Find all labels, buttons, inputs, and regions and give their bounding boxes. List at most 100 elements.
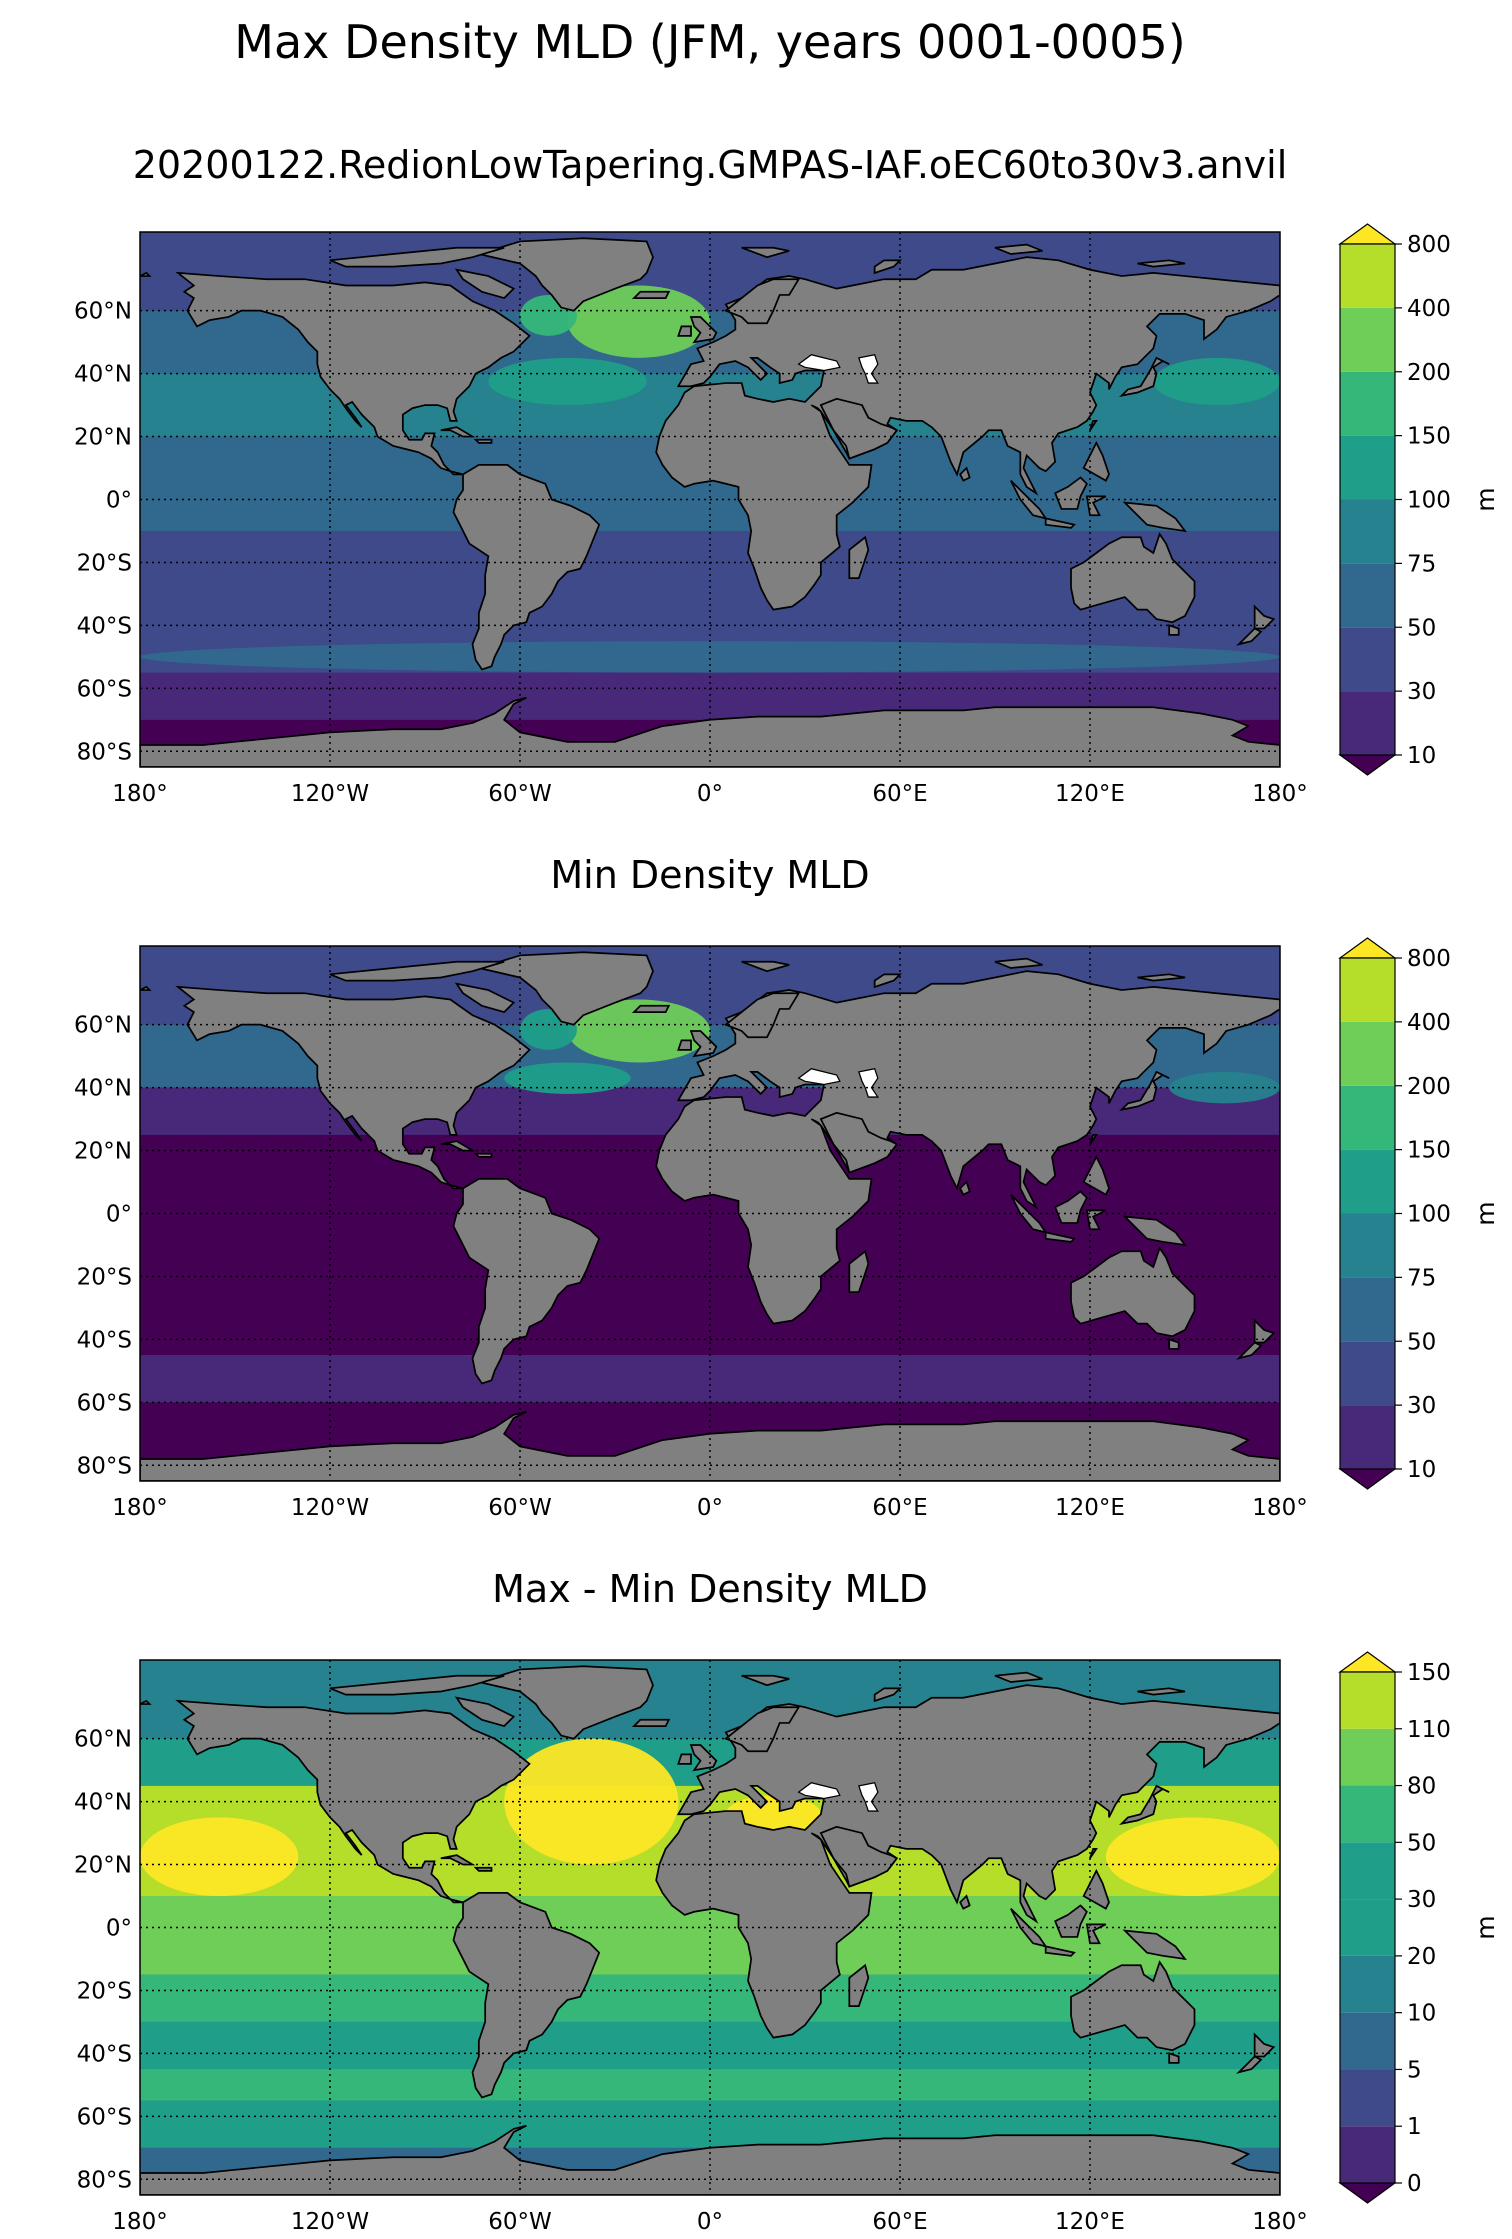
y-tick-label: 40°S	[77, 613, 132, 639]
colorbar-tick-label: 75	[1407, 551, 1436, 577]
colorbar-bin	[1340, 1728, 1395, 1786]
y-tick-label: 20°N	[74, 1853, 132, 1879]
colorbar-bin	[1340, 307, 1395, 372]
colorbar-tick-label: 50	[1407, 1830, 1436, 1856]
x-tick-label: 180°	[112, 781, 167, 807]
colorbar-bin	[1340, 1085, 1395, 1150]
x-tick-label: 120°W	[291, 1495, 369, 1521]
y-tick-label: 20°N	[74, 425, 132, 451]
colorbar-tick-label: 0	[1407, 2171, 1422, 2197]
map-frame	[139, 1659, 1281, 2196]
colorbar-extend-min	[1338, 754, 1397, 776]
map-panel-1: 180° 120°W 60°W 0° 60°E 120°E 180° 60°N 40°N 20°N…	[74, 223, 1500, 807]
colorbar-bin	[1340, 691, 1395, 755]
colorbar-unit: m	[1471, 1915, 1500, 1939]
y-tick-label: 60°S	[77, 1390, 132, 1416]
map-frame	[139, 945, 1281, 1482]
y-tick-label: 40°N	[74, 1076, 132, 1102]
zonal-band	[140, 2069, 1280, 2101]
y-tick-label: 0°	[106, 1916, 132, 1942]
colorbar-bin	[1340, 1341, 1395, 1406]
x-tick-label: 60°E	[872, 2209, 927, 2235]
colorbar-tick-label: 5	[1407, 2057, 1422, 2083]
y-tick-label: 60°N	[74, 1013, 132, 1039]
x-tick-label: 180°	[1252, 2209, 1307, 2235]
y-tick-label: 40°N	[74, 1790, 132, 1816]
colorbar-tick-label: 30	[1407, 1393, 1436, 1419]
colorbar-bin	[1340, 2012, 1395, 2070]
x-tick-label: 0°	[697, 781, 723, 807]
colorbar-tick-label: 200	[1407, 360, 1451, 386]
colorbar-tick-label: 10	[1407, 743, 1436, 769]
colorbar-bin	[1340, 1149, 1395, 1214]
x-tick-label: 60°W	[488, 1495, 552, 1521]
feature-west-pacific	[1105, 1817, 1280, 1897]
colorbar-bin	[1340, 435, 1395, 500]
colorbar-bin	[1340, 1842, 1395, 1900]
colorbar-extend-min	[1338, 2182, 1397, 2204]
colorbar-tick-label: 150	[1407, 1660, 1451, 1686]
x-tick-label: 180°	[1252, 1495, 1307, 1521]
colorbar-unit: m	[1471, 1201, 1500, 1225]
colorbar-extend-max	[1338, 937, 1397, 959]
colorbar-unit: m	[1471, 487, 1500, 511]
colorbar-tick-label: 75	[1407, 1265, 1436, 1291]
y-tick-label: 80°S	[77, 2167, 132, 2193]
colorbar-extend-max	[1338, 223, 1397, 245]
colorbar-bin	[1340, 563, 1395, 628]
x-tick-label: 180°	[112, 2209, 167, 2235]
y-tick-label: 20°S	[77, 1264, 132, 1290]
colorbar-1: 10 30 50 75 100 150 200 400 800 m	[1338, 223, 1500, 776]
x-tick-label: 60°E	[872, 1495, 927, 1521]
feature-kuroshio	[1169, 1071, 1280, 1104]
x-tick-label: 0°	[697, 1495, 723, 1521]
colorbar-bin	[1340, 1899, 1395, 1956]
x-tick-label: 180°	[1252, 781, 1307, 807]
colorbar-tick-label: 50	[1407, 615, 1436, 641]
colorbar-bin	[1340, 2069, 1395, 2127]
colorbar-tick-label: 400	[1407, 1010, 1451, 1036]
x-tick-label: 0°	[697, 2209, 723, 2235]
colorbar-tick-label: 20	[1407, 1944, 1436, 1970]
map-panel-3: Max - Min Density MLD 180° 120°W 60°W 0° 60°E…	[74, 1567, 1500, 2235]
colorbar-tick-label: 50	[1407, 1329, 1436, 1355]
colorbar-tick-label: 150	[1407, 1138, 1451, 1164]
x-tick-label: 120°E	[1055, 1495, 1125, 1521]
y-tick-label: 60°S	[77, 676, 132, 702]
feature-north-pacific	[140, 1817, 299, 1897]
panel-title-3: Max - Min Density MLD	[492, 1567, 928, 1611]
colorbar-bin	[1340, 244, 1395, 308]
y-tick-label: 80°S	[77, 739, 132, 765]
y-tick-label: 0°	[106, 488, 132, 514]
colorbar-bin	[1340, 627, 1395, 692]
y-tick-label: 20°S	[77, 1978, 132, 2004]
figure-subtitle: 20200122.RedionLowTapering.GMPAS-IAF.oEC…	[133, 143, 1288, 187]
colorbar-tick-label: 800	[1407, 946, 1451, 972]
feature-north-atlantic	[567, 999, 710, 1063]
colorbar-bin	[1340, 1021, 1395, 1086]
colorbar-bin	[1340, 2126, 1395, 2183]
x-tick-label: 120°E	[1055, 781, 1125, 807]
y-tick-label: 60°N	[74, 1727, 132, 1753]
colorbar-tick-label: 30	[1407, 679, 1436, 705]
x-tick-label: 60°W	[488, 781, 552, 807]
feature-gulf-stream	[504, 1062, 631, 1094]
x-tick-label: 60°W	[488, 2209, 552, 2235]
colorbar-tick-label: 400	[1407, 296, 1451, 322]
colorbar-tick-label: 150	[1407, 424, 1451, 450]
colorbar-tick-label: 30	[1407, 1887, 1436, 1913]
feature-north-atlantic	[567, 285, 710, 358]
x-tick-label: 120°W	[291, 2209, 369, 2235]
y-tick-label: 40°S	[77, 2041, 132, 2067]
colorbar-tick-label: 100	[1407, 488, 1451, 514]
feature-kuroshio	[1153, 357, 1280, 406]
feature-southern-ocean	[140, 641, 1280, 673]
x-tick-label: 60°E	[872, 781, 927, 807]
x-tick-label: 180°	[112, 1495, 167, 1521]
y-tick-label: 0°	[106, 1202, 132, 1228]
colorbar-2: 10 30 50 75 100 150 200 400 800 m	[1338, 937, 1500, 1490]
y-tick-label: 20°S	[77, 550, 132, 576]
colorbar-extend-max	[1338, 1651, 1397, 1673]
y-tick-label: 60°N	[74, 299, 132, 325]
